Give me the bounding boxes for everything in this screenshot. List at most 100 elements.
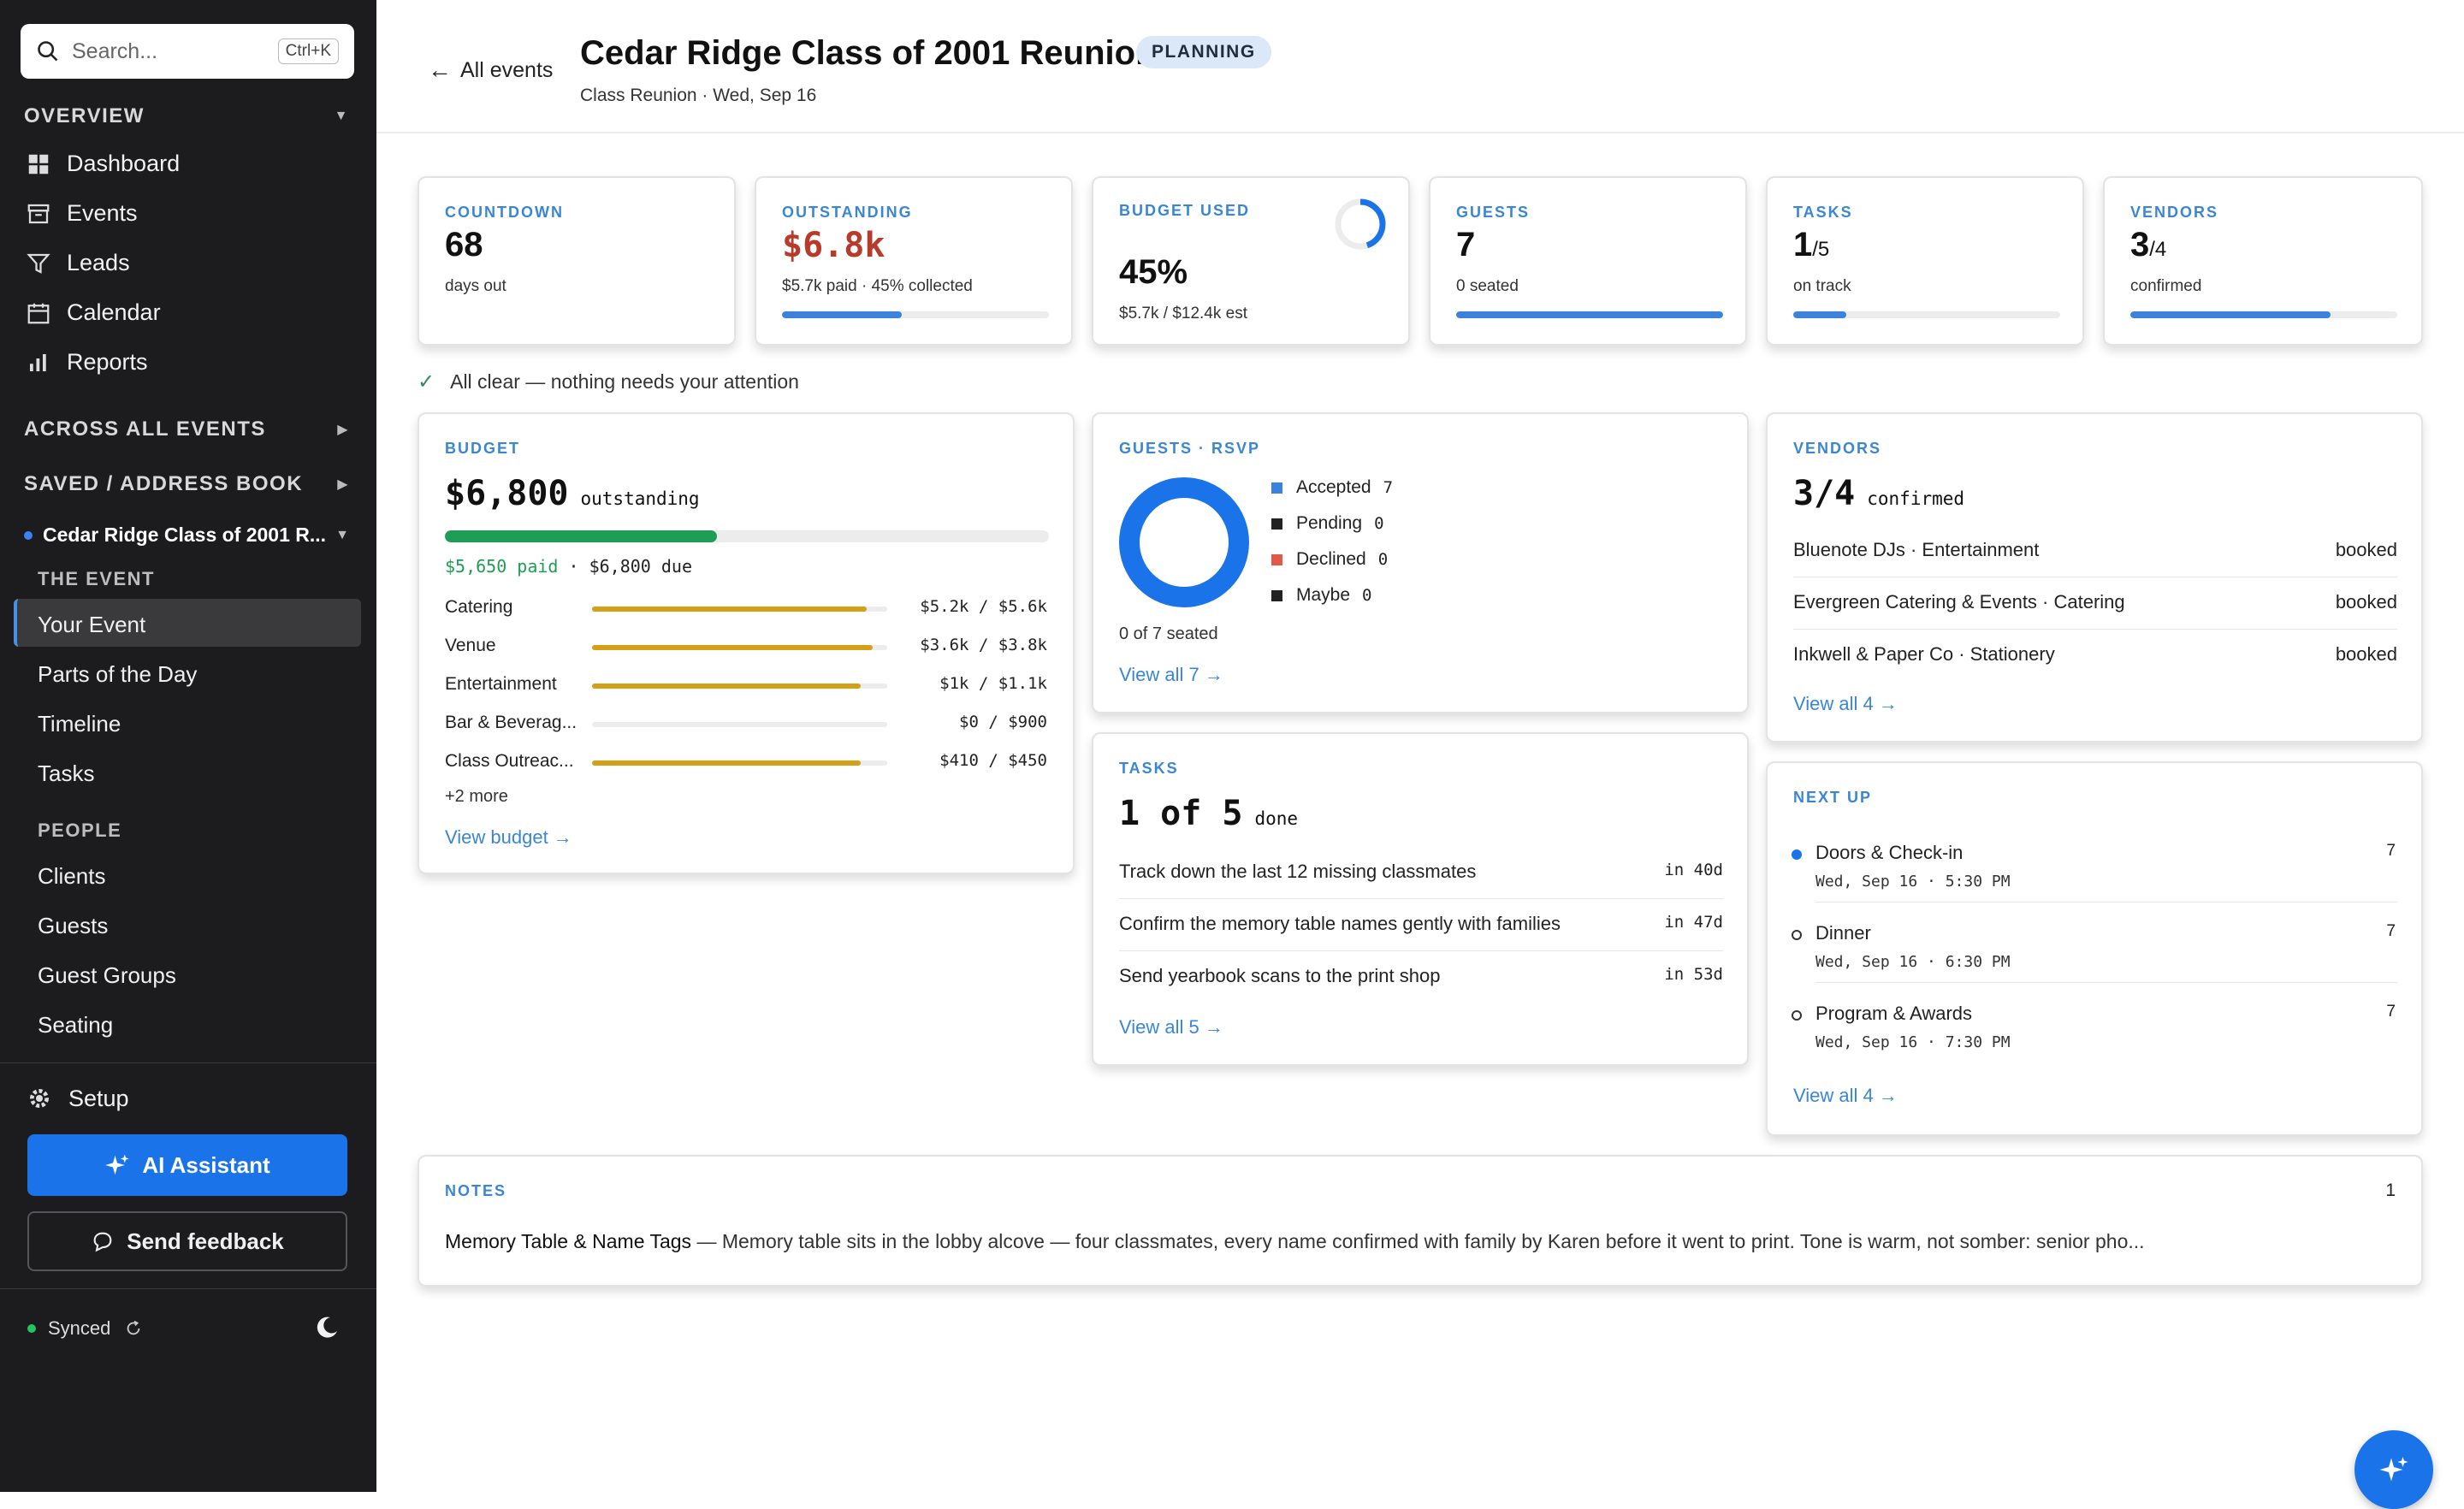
- task-row[interactable]: Track down the last 12 missing classmate…: [1119, 861, 1723, 883]
- budget-more[interactable]: +2 more: [445, 787, 508, 806]
- budget-used-ring-arc: [1335, 198, 1386, 250]
- current-event-name: Cedar Ridge Class of 2001 R...: [43, 524, 327, 546]
- sidebar-item-calendar[interactable]: Calendar: [26, 299, 161, 326]
- budget-paid-fill: [445, 530, 717, 542]
- budget-line-name: Venue: [445, 636, 496, 655]
- budget-line-bar: [592, 760, 887, 766]
- next-up-card: NEXT UP Doors & Check-in Wed, Sep 16 · 5:…: [1766, 761, 2423, 1136]
- row-divider: [1119, 950, 1723, 951]
- vendor-row[interactable]: Evergreen Catering & Events · Catering bo…: [1793, 591, 2397, 613]
- sparkle-icon: [2379, 1457, 2408, 1482]
- kpi-budget-used-card[interactable]: BUDGET USED 45% $5.7k / $12.4k est: [1092, 176, 1410, 346]
- sidebar-item-label: Leads: [67, 250, 130, 275]
- budget-line-value: $3.6k / $3.8k: [920, 636, 1047, 654]
- part-time: Wed, Sep 16 · 6:30 PM: [1815, 953, 2011, 971]
- section-the-event: THE EVENT: [38, 568, 155, 589]
- part-name[interactable]: Doors & Check-in: [1815, 842, 1964, 863]
- vendor-row[interactable]: Bluenote DJs · Entertainment booked: [1793, 539, 2397, 561]
- kpi-value: 45%: [1119, 253, 1188, 291]
- view-all-parts-link[interactable]: View all 4 →: [1793, 1085, 1898, 1106]
- ai-fab-button[interactable]: [2354, 1430, 2433, 1509]
- sidebar-item-guest-groups[interactable]: Guest Groups: [38, 962, 176, 988]
- sidebar-item-your-event[interactable]: Your Event: [38, 612, 146, 637]
- kpi-guests-card[interactable]: GUESTS 7 0 seated: [1429, 176, 1747, 346]
- sidebar-item-tasks[interactable]: Tasks: [38, 760, 95, 786]
- attention-status-text: All clear — nothing needs your attention: [450, 370, 799, 393]
- budget-line-name: Class Outreac...: [445, 751, 574, 771]
- task-row[interactable]: Confirm the memory table names gently wi…: [1119, 913, 1723, 935]
- section-across-all-events[interactable]: ACROSS ALL EVENTS ▶: [24, 417, 349, 441]
- budget-line-value: $410 / $450: [939, 751, 1047, 770]
- view-all-vendors-link[interactable]: View all 4 →: [1793, 693, 1898, 714]
- rsvp-legend-item: Declined 0: [1271, 549, 1388, 570]
- vendor-row[interactable]: Inkwell & Paper Co · Stationery booked: [1793, 643, 2397, 666]
- check-icon: ✓: [418, 370, 435, 394]
- search-input[interactable]: Search... Ctrl+K: [21, 24, 354, 79]
- kpi-progress-fill: [1793, 311, 1847, 318]
- row-divider: [1815, 982, 2397, 983]
- dashboard-icon: [28, 154, 49, 174]
- view-all-guests-link[interactable]: View all 7 →: [1119, 664, 1223, 685]
- sidebar-item-events[interactable]: Events: [26, 200, 138, 227]
- rsvp-legend-item: Accepted 7: [1271, 477, 1393, 498]
- view-all-tasks-link[interactable]: View all 5 →: [1119, 1016, 1223, 1038]
- legend-count: 0: [1374, 514, 1384, 533]
- sidebar-item-parts-of-the-day[interactable]: Parts of the Day: [38, 661, 198, 687]
- section-saved-address-book[interactable]: SAVED / ADDRESS BOOK ▶: [24, 472, 349, 496]
- sidebar-item-seating[interactable]: Seating: [38, 1012, 114, 1038]
- budget-due-text: · $6,800 due: [558, 556, 692, 577]
- sidebar-item-dashboard[interactable]: Dashboard: [26, 151, 180, 177]
- moon-icon[interactable]: [313, 1314, 341, 1341]
- sidebar-item-reports[interactable]: Reports: [26, 349, 148, 376]
- sidebar-item-setup[interactable]: Setup: [26, 1085, 129, 1112]
- kpi-outstanding-card[interactable]: OUTSTANDING $6.8k $5.7k paid · 45% colle…: [755, 176, 1073, 346]
- part-time: Wed, Sep 16 · 5:30 PM: [1815, 873, 2011, 891]
- next-up-label: NEXT UP: [1793, 789, 1873, 806]
- legend-count: 0: [1362, 586, 1372, 605]
- section-overview[interactable]: OVERVIEW ▼: [24, 104, 349, 128]
- kpi-value-rest: /4: [2149, 238, 2167, 261]
- current-event-selector[interactable]: Cedar Ridge Class of 2001 R... ▼: [24, 524, 349, 547]
- kpi-value: 7: [1456, 226, 1476, 263]
- part-name[interactable]: Dinner: [1815, 922, 1871, 944]
- sidebar-item-leads[interactable]: Leads: [26, 250, 130, 276]
- kpi-label: GUESTS: [1456, 204, 1531, 221]
- legend-count: 0: [1377, 550, 1389, 569]
- sidebar-item-timeline[interactable]: Timeline: [38, 711, 121, 737]
- task-name: Confirm the memory table names gently wi…: [1119, 913, 1561, 934]
- note-item[interactable]: Memory Table & Name Tags — Memory table …: [445, 1230, 2396, 1253]
- kpi-vendors-card[interactable]: VENDORS 3/4 confirmed: [2103, 176, 2423, 346]
- sidebar-item-clients[interactable]: Clients: [38, 863, 106, 889]
- sidebar-item-guests[interactable]: Guests: [38, 913, 109, 938]
- view-budget-link[interactable]: View budget →: [445, 826, 572, 848]
- chevron-right-icon: ▶: [337, 423, 349, 437]
- kpi-countdown-card[interactable]: COUNTDOWN 68 days out: [418, 176, 736, 346]
- notes-label: NOTES: [445, 1182, 507, 1199]
- back-to-all-events-link[interactable]: ← All events: [428, 56, 553, 84]
- budget-line-name: Catering: [445, 597, 513, 617]
- kpi-sub: confirmed: [2130, 277, 2202, 295]
- kpi-label: OUTSTANDING: [782, 204, 913, 221]
- budget-line-name: Entertainment: [445, 674, 557, 694]
- legend-swatch: [1271, 518, 1282, 530]
- tasks-count-value: 1 of 5: [1119, 794, 1243, 833]
- kpi-tasks-card[interactable]: TASKS 1/5 on track: [1766, 176, 2084, 346]
- part-guest-count: 7: [2386, 922, 2396, 940]
- chat-bubble-icon: [93, 1232, 112, 1252]
- ai-assistant-button[interactable]: AI Assistant: [27, 1134, 347, 1196]
- sync-status-dot: [27, 1324, 36, 1333]
- budget-line-bar: [592, 683, 887, 689]
- send-feedback-button[interactable]: Send feedback: [27, 1211, 347, 1271]
- sidebar-item-label: Events: [67, 200, 138, 226]
- sync-status: Synced: [27, 1317, 143, 1340]
- budget-line-value: $5.2k / $5.6k: [920, 597, 1047, 616]
- refresh-icon[interactable]: [124, 1319, 143, 1338]
- rsvp-card: GUESTS · RSVP Accepted 7 Pending 0 Declined 0…: [1092, 412, 1749, 713]
- kpi-value-rest: /5: [1812, 238, 1830, 261]
- part-name[interactable]: Program & Awards: [1815, 1003, 1973, 1024]
- task-row[interactable]: Send yearbook scans to the print shop in …: [1119, 965, 1723, 987]
- tasks-count-suffix: done: [1254, 808, 1299, 829]
- chevron-down-icon: ▼: [334, 109, 349, 123]
- kpi-progress-fill: [1456, 311, 1723, 318]
- page-subtitle: Class Reunion · Wed, Sep 16: [580, 86, 817, 105]
